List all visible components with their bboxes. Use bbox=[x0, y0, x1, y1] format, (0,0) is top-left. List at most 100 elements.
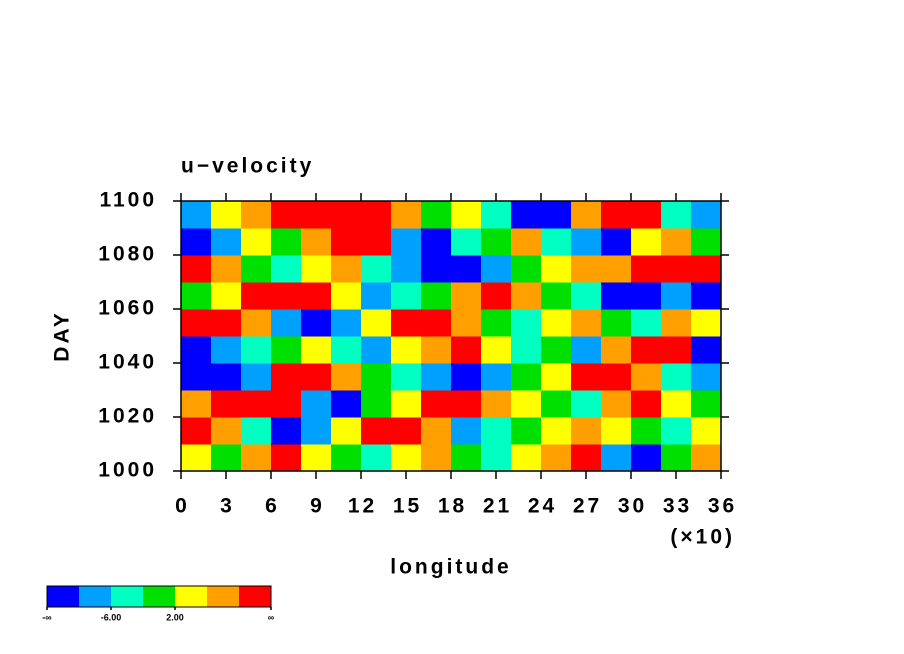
cell bbox=[661, 309, 692, 337]
cell bbox=[601, 390, 632, 418]
cell bbox=[691, 417, 722, 445]
cell bbox=[631, 255, 662, 283]
x-multiplier: (×10) bbox=[670, 526, 735, 549]
cell bbox=[631, 444, 662, 472]
cell bbox=[241, 417, 272, 445]
cell bbox=[661, 201, 692, 229]
cell bbox=[301, 309, 332, 337]
cell bbox=[691, 201, 722, 229]
cell bbox=[571, 336, 602, 364]
cell bbox=[511, 309, 542, 337]
cell bbox=[661, 228, 692, 256]
cell bbox=[451, 228, 482, 256]
cell bbox=[241, 255, 272, 283]
cell bbox=[271, 444, 302, 472]
x-tick-label: 24 bbox=[528, 495, 557, 518]
cell bbox=[241, 282, 272, 310]
colorbar-label: 2.00 bbox=[166, 612, 184, 622]
cell bbox=[421, 363, 452, 391]
cell bbox=[301, 390, 332, 418]
cell bbox=[541, 309, 572, 337]
cell bbox=[631, 309, 662, 337]
x-tick-label: 27 bbox=[573, 495, 602, 518]
cell bbox=[391, 444, 422, 472]
cell bbox=[361, 201, 392, 229]
cell bbox=[331, 228, 362, 256]
cell bbox=[511, 336, 542, 364]
cell bbox=[391, 309, 422, 337]
colorbar-swatch bbox=[111, 586, 144, 607]
cell bbox=[391, 201, 422, 229]
cell bbox=[571, 390, 602, 418]
cell bbox=[211, 390, 242, 418]
cell bbox=[601, 309, 632, 337]
cell bbox=[511, 390, 542, 418]
y-tick-label: 1000 bbox=[98, 459, 157, 482]
y-tick-label: 1080 bbox=[98, 243, 157, 266]
cell bbox=[421, 336, 452, 364]
x-tick-label: 12 bbox=[348, 495, 377, 518]
cell bbox=[361, 309, 392, 337]
cell bbox=[331, 255, 362, 283]
cell bbox=[571, 282, 602, 310]
cell bbox=[301, 228, 332, 256]
x-tick-label: 15 bbox=[393, 495, 422, 518]
cell bbox=[241, 363, 272, 391]
colorbar-swatch bbox=[79, 586, 112, 607]
cell bbox=[541, 228, 572, 256]
cell bbox=[481, 363, 512, 391]
cell bbox=[181, 228, 212, 256]
cell bbox=[601, 336, 632, 364]
cell bbox=[331, 336, 362, 364]
cell bbox=[541, 417, 572, 445]
colorbar-label: ∞ bbox=[268, 612, 275, 622]
cell bbox=[511, 417, 542, 445]
cell bbox=[691, 336, 722, 364]
cell bbox=[241, 309, 272, 337]
cell bbox=[451, 444, 482, 472]
cell bbox=[181, 336, 212, 364]
cell bbox=[331, 282, 362, 310]
cell bbox=[541, 255, 572, 283]
cell bbox=[481, 417, 512, 445]
cell bbox=[331, 390, 362, 418]
cell bbox=[631, 417, 662, 445]
cell bbox=[181, 282, 212, 310]
cell bbox=[211, 201, 242, 229]
cell bbox=[571, 201, 602, 229]
cell bbox=[601, 282, 632, 310]
cell bbox=[421, 282, 452, 310]
cell bbox=[631, 228, 662, 256]
cell bbox=[541, 201, 572, 229]
cell bbox=[571, 255, 602, 283]
cell bbox=[571, 309, 602, 337]
x-tick-label: 3 bbox=[220, 495, 235, 518]
cell bbox=[691, 390, 722, 418]
cell bbox=[661, 336, 692, 364]
cell bbox=[211, 255, 242, 283]
cell bbox=[301, 201, 332, 229]
colorbar-swatch bbox=[175, 586, 208, 607]
cell bbox=[361, 336, 392, 364]
cell bbox=[511, 282, 542, 310]
cell bbox=[661, 282, 692, 310]
x-tick-label: 36 bbox=[708, 495, 737, 518]
cell bbox=[481, 390, 512, 418]
cell bbox=[391, 417, 422, 445]
cell bbox=[691, 363, 722, 391]
cell bbox=[631, 282, 662, 310]
cell bbox=[361, 282, 392, 310]
cell bbox=[391, 336, 422, 364]
cell bbox=[481, 444, 512, 472]
y-tick-label: 1060 bbox=[98, 297, 157, 320]
x-tick-label: 6 bbox=[265, 495, 280, 518]
cell bbox=[481, 336, 512, 364]
cell bbox=[451, 255, 482, 283]
cell bbox=[511, 363, 542, 391]
cell bbox=[271, 255, 302, 283]
cell bbox=[181, 255, 212, 283]
cell bbox=[271, 417, 302, 445]
cell bbox=[271, 336, 302, 364]
colorbar-label: -6.00 bbox=[101, 612, 122, 622]
